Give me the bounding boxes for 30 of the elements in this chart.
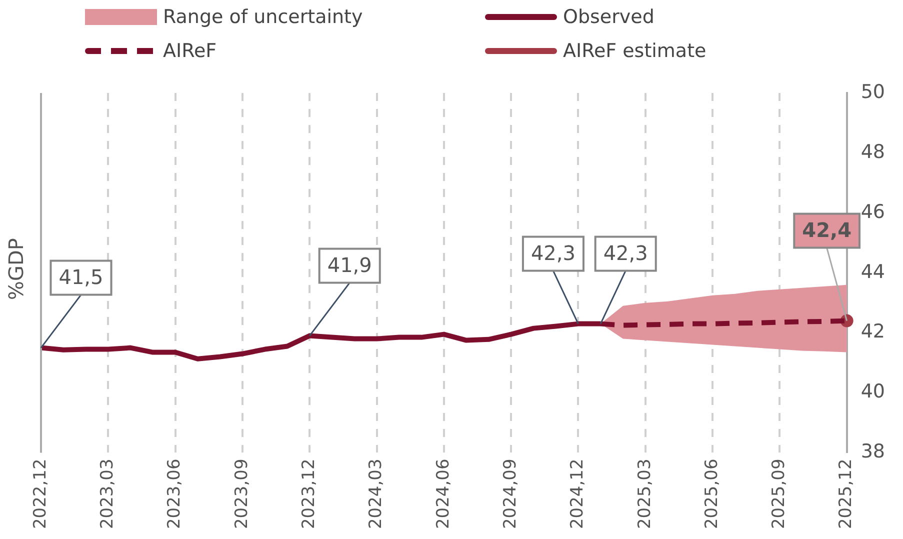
x-tick-label: 2023,06 <box>164 458 185 530</box>
y-tick-label: 40 <box>860 380 886 403</box>
legend-label: AIReF <box>163 40 217 62</box>
x-tick-label: 2025,03 <box>634 458 655 530</box>
legend-label: AIReF estimate <box>563 40 706 62</box>
x-tick-label: 2023,12 <box>299 458 320 530</box>
x-tick-label: 2024,12 <box>568 458 588 530</box>
y-tick-label: 50 <box>860 80 886 103</box>
data-label: 42,4 <box>802 218 852 242</box>
x-tick-label: 2022,12 <box>30 458 50 530</box>
text: Range of uncertainty <box>163 6 363 28</box>
y-tick-label: 44 <box>860 260 886 283</box>
data-label: 41,9 <box>327 253 372 277</box>
x-tick-label: 2024,03 <box>366 458 386 530</box>
x-tick-label: 2025,06 <box>702 458 722 530</box>
y-tick-label: 38 <box>860 440 886 463</box>
y-tick-label: 42 <box>860 320 886 343</box>
y-tick-label: 46 <box>860 200 886 223</box>
y-tick-label: 48 <box>860 140 886 163</box>
data-label: 42,3 <box>530 241 576 266</box>
x-tick-label: 2024,06 <box>433 458 454 530</box>
data-label: 42,3 <box>603 241 648 266</box>
x-tick-label: 2023,09 <box>232 458 252 530</box>
y-axis-title: %GDP <box>4 238 28 300</box>
x-tick-label: 2024,09 <box>500 458 520 530</box>
x-tick-label: 2025,09 <box>769 458 790 530</box>
x-tick-label: 2025,12 <box>836 458 856 530</box>
legend-label: Observed <box>563 6 654 28</box>
data-label: 41,5 <box>58 264 104 289</box>
x-tick-label: 2023,03 <box>98 458 118 530</box>
